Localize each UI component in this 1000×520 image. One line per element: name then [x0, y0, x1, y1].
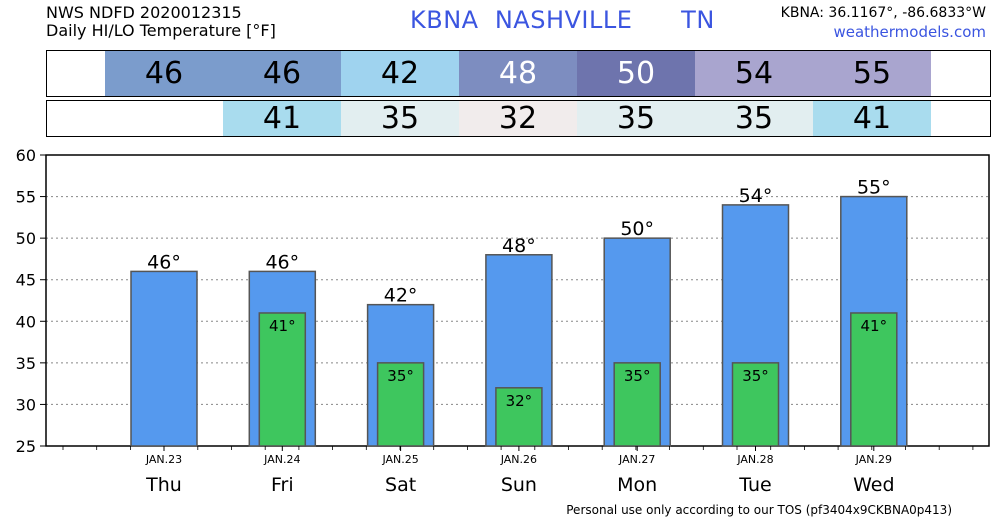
- low-temperature-strip: 41 35 32 35 35 41: [46, 100, 991, 137]
- low-temp-cell-5: 35: [695, 101, 813, 136]
- high-temp-cell-4: 50: [577, 51, 695, 96]
- product-title: NWS NDFD 2020012315: [46, 3, 242, 22]
- day-label: Fri: [271, 474, 294, 496]
- low-bar-label: 35°: [742, 367, 769, 385]
- date-label: JAN.29: [855, 453, 892, 466]
- high-temp-cell-5: 54: [695, 51, 813, 96]
- date-label: JAN.27: [618, 453, 655, 466]
- temperature-bar-chart: 25 30 35 40 45 50 55 60 46° JAN.23 Thu 46° 41° JAN.24…: [16, 146, 990, 496]
- y-tick-label: 45: [16, 271, 36, 290]
- date-label: JAN.25: [381, 453, 418, 466]
- date-label: JAN.26: [500, 453, 537, 466]
- day-label: Sat: [385, 474, 416, 496]
- low-temp-cell-6: 41: [813, 101, 931, 136]
- date-label: JAN.28: [736, 453, 773, 466]
- header-right: KBNA: 36.1167°, -86.6833°W weathermodels…: [781, 4, 986, 42]
- high-temp-cell-0: 46: [105, 51, 223, 96]
- product-subtitle: Daily HI/LO Temperature [°F]: [46, 21, 276, 40]
- y-tick-label: 35: [16, 354, 36, 373]
- date-label: JAN.23: [145, 453, 182, 466]
- low-bar-label: 35°: [624, 367, 651, 385]
- low-bar: [731, 362, 780, 447]
- day-label: Mon: [617, 474, 657, 496]
- high-temp-cell-3: 48: [459, 51, 577, 96]
- y-tick-label: 50: [16, 229, 36, 248]
- high-temp-cell-6: 55: [813, 51, 931, 96]
- low-temp-cell-3: 32: [459, 101, 577, 136]
- low-bar: [376, 362, 425, 447]
- y-tick-label: 40: [16, 312, 36, 331]
- day-label: Sun: [501, 474, 537, 496]
- day-label: Wed: [853, 474, 894, 496]
- station-coords: KBNA: 36.1167°, -86.6833°W: [780, 5, 986, 21]
- footer-notice: Personal use only according to our TOS (…: [566, 503, 952, 517]
- low-bar: [495, 387, 543, 447]
- station-title: KBNA NASHVILLE TN: [410, 6, 715, 34]
- day-label: Thu: [145, 474, 182, 496]
- high-bar-label: 46°: [265, 251, 299, 273]
- site-link[interactable]: weathermodels.com: [833, 23, 986, 41]
- high-bar-label: 46°: [147, 251, 181, 273]
- day-label: Tue: [738, 474, 771, 496]
- low-bar-label: 32°: [506, 392, 533, 410]
- high-bar-label: 54°: [739, 185, 773, 207]
- low-temp-cell-4: 35: [577, 101, 695, 136]
- high-bar-label: 55°: [857, 177, 891, 199]
- high-temperature-strip: 46 46 42 48 50 54 55: [46, 50, 991, 97]
- low-bar-label: 35°: [387, 367, 414, 385]
- y-tick-label: 25: [16, 437, 36, 456]
- high-temp-cell-1: 46: [223, 51, 341, 96]
- low-temp-cell-2: 35: [341, 101, 459, 136]
- high-bar-label: 48°: [502, 235, 536, 257]
- high-bar: [130, 270, 198, 447]
- high-temp-cell-2: 42: [341, 51, 459, 96]
- y-tick-label: 60: [16, 146, 36, 165]
- low-bar-label: 41°: [861, 317, 888, 335]
- low-bar: [613, 362, 661, 447]
- header-info: NWS NDFD 2020012315 Daily HI/LO Temperat…: [46, 4, 276, 40]
- low-temp-cell-1: 41: [223, 101, 341, 136]
- high-bar-label: 50°: [620, 218, 654, 240]
- low-bar: [850, 312, 898, 447]
- y-tick-label: 55: [16, 188, 36, 207]
- low-temp-cell-0: [105, 101, 223, 136]
- high-bar-label: 42°: [384, 285, 418, 307]
- y-tick-label: 30: [16, 395, 36, 414]
- low-bar-label: 41°: [269, 317, 296, 335]
- date-label: JAN.24: [263, 453, 300, 466]
